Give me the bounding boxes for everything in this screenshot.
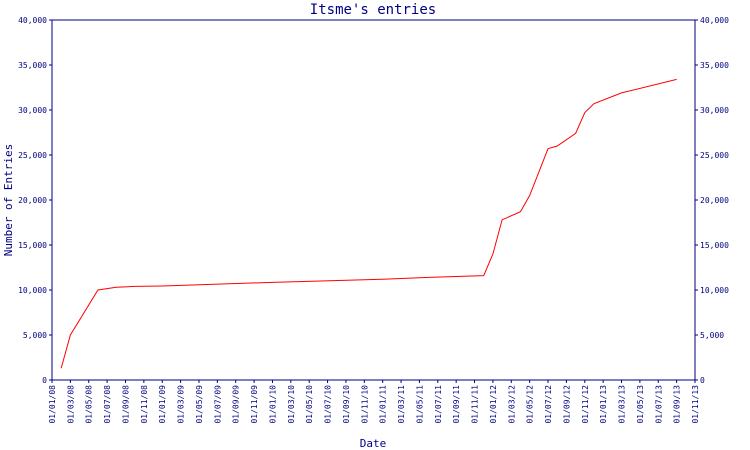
x-tick-label: 01/07/11 bbox=[434, 385, 443, 424]
y-tick-label: 25,000 bbox=[18, 151, 47, 160]
x-tick-label: 01/11/13 bbox=[691, 385, 700, 424]
y-tick-label: 10,000 bbox=[18, 286, 47, 295]
x-tick-label: 01/01/13 bbox=[599, 385, 608, 424]
x-tick-label: 01/05/11 bbox=[415, 385, 424, 424]
x-tick-label: 01/11/10 bbox=[360, 385, 369, 424]
x-tick-label: 01/03/10 bbox=[287, 385, 296, 424]
x-tick-label: 01/09/10 bbox=[342, 385, 351, 424]
x-tick-label: 01/07/12 bbox=[544, 385, 553, 424]
y-tick-label: 35,000 bbox=[18, 61, 47, 70]
x-tick-label: 01/07/13 bbox=[654, 385, 663, 424]
x-tick-label: 01/05/10 bbox=[305, 385, 314, 424]
x-tick-label: 01/07/10 bbox=[324, 385, 333, 424]
x-tick-label: 01/09/08 bbox=[121, 385, 130, 424]
x-tick-label: 01/11/08 bbox=[140, 385, 149, 424]
x-tick-label: 01/03/09 bbox=[177, 385, 186, 424]
y-tick-label: 30,000 bbox=[18, 106, 47, 115]
y2-tick-label: 30,000 bbox=[700, 106, 729, 115]
x-tick-label: 01/03/11 bbox=[397, 385, 406, 424]
y2-tick-label: 35,000 bbox=[700, 61, 729, 70]
x-tick-label: 01/01/10 bbox=[268, 385, 277, 424]
x-tick-label: 01/01/12 bbox=[489, 385, 498, 424]
x-tick-label: 01/05/09 bbox=[195, 385, 204, 424]
y-tick-label: 40,000 bbox=[18, 16, 47, 25]
x-tick-label: 01/09/09 bbox=[232, 385, 241, 424]
y-tick-label: 5,000 bbox=[23, 331, 47, 340]
y-axis-label: Number of Entries bbox=[2, 144, 15, 257]
x-tick-label: 01/01/09 bbox=[158, 385, 167, 424]
x-tick-label: 01/11/09 bbox=[250, 385, 259, 424]
x-tick-label: 01/11/12 bbox=[581, 385, 590, 424]
y2-tick-label: 5,000 bbox=[700, 331, 724, 340]
x-tick-label: 01/05/12 bbox=[526, 385, 535, 424]
y-tick-label: 15,000 bbox=[18, 241, 47, 250]
x-tick-label: 01/03/12 bbox=[507, 385, 516, 424]
y2-tick-label: 15,000 bbox=[700, 241, 729, 250]
x-tick-label: 01/11/11 bbox=[471, 385, 480, 424]
x-tick-label: 01/09/12 bbox=[562, 385, 571, 424]
x-tick-label: 01/01/08 bbox=[48, 385, 57, 424]
x-tick-label: 01/01/11 bbox=[379, 385, 388, 424]
y2-tick-label: 40,000 bbox=[700, 16, 729, 25]
chart-title: Itsme's entries bbox=[310, 2, 436, 18]
y-tick-label: 20,000 bbox=[18, 196, 47, 205]
x-tick-label: 01/07/08 bbox=[103, 385, 112, 424]
y2-tick-label: 25,000 bbox=[700, 151, 729, 160]
x-tick-label: 01/05/13 bbox=[636, 385, 645, 424]
y2-tick-label: 0 bbox=[700, 376, 705, 385]
y2-tick-label: 10,000 bbox=[700, 286, 729, 295]
x-tick-label: 01/03/13 bbox=[618, 385, 627, 424]
y-tick-label: 0 bbox=[42, 376, 47, 385]
x-tick-label: 01/03/08 bbox=[66, 385, 75, 424]
x-tick-label: 01/07/09 bbox=[213, 385, 222, 424]
data-line bbox=[60, 78, 677, 369]
x-tick-label: 01/09/13 bbox=[673, 385, 682, 424]
plot-frame bbox=[51, 19, 696, 381]
y2-tick-label: 20,000 bbox=[700, 196, 729, 205]
x-tick-label: 01/05/08 bbox=[85, 385, 94, 424]
x-tick-label: 01/09/11 bbox=[452, 385, 461, 424]
x-axis-label: Date bbox=[360, 437, 387, 450]
